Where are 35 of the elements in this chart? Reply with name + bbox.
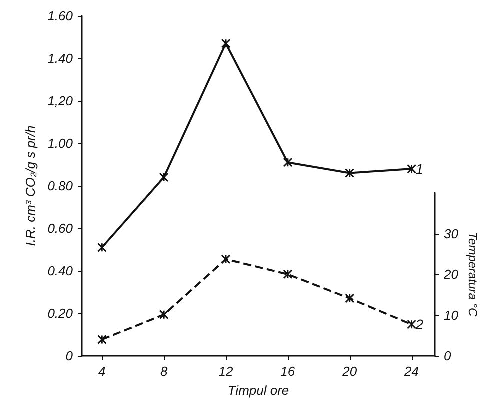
y-tick-label: 0.80 bbox=[48, 178, 74, 194]
y-tick-label: 0.20 bbox=[48, 306, 74, 321]
x-tick-label: 24 bbox=[404, 364, 420, 379]
x-axis-title: Timpul ore bbox=[228, 383, 290, 398]
series-label: 1 bbox=[416, 161, 424, 177]
y2-axis-title: Temperatura °C bbox=[466, 232, 480, 318]
y2-tick-label: 0 bbox=[444, 348, 452, 364]
point bbox=[221, 254, 231, 264]
x-tick-label: 20 bbox=[342, 364, 358, 379]
point bbox=[97, 242, 107, 252]
point bbox=[283, 158, 293, 168]
point bbox=[283, 270, 293, 280]
x-tick-label: 8 bbox=[160, 364, 168, 379]
y-axis-title: I.R. cm³ CO₂/g s pr/h bbox=[22, 126, 38, 246]
x-tick-label: 16 bbox=[280, 364, 296, 379]
y-tick-label: 1.60 bbox=[48, 8, 74, 24]
y-tick-label: 1.00 bbox=[48, 136, 74, 151]
x-tick-label: 12 bbox=[218, 364, 234, 379]
series-label: 2 bbox=[414, 316, 424, 333]
y2-tick-label: 10 bbox=[444, 308, 460, 323]
point bbox=[345, 294, 355, 304]
point bbox=[407, 164, 417, 174]
point bbox=[221, 38, 231, 48]
y-tick-label: 1,20 bbox=[48, 94, 74, 108]
point bbox=[97, 334, 107, 344]
y2-tick-label: 30 bbox=[444, 226, 460, 242]
x-tick-label: 4 bbox=[98, 364, 106, 379]
y-tick-label: 1.40 bbox=[48, 51, 74, 66]
y-tick-label: 0 bbox=[66, 348, 74, 364]
point bbox=[159, 310, 169, 320]
point bbox=[345, 168, 355, 178]
y-tick-label: 0.60 bbox=[48, 221, 74, 236]
y-tick-label: 0.40 bbox=[48, 264, 74, 278]
y2-tick-label: 20 bbox=[443, 267, 460, 282]
point bbox=[159, 172, 169, 182]
